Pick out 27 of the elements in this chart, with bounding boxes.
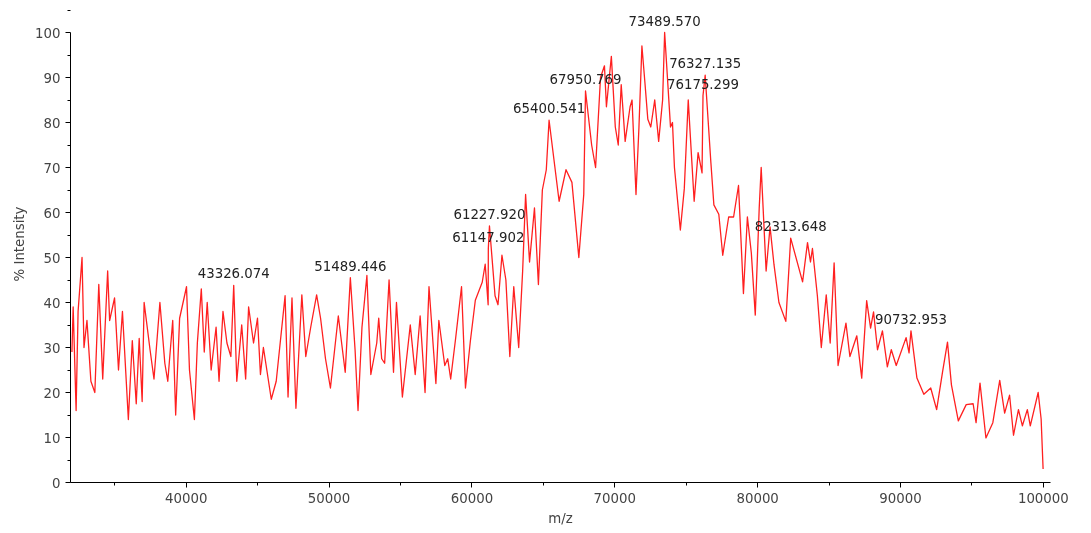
annotation: 43326.074 [197,266,270,282]
annotation: 90732.953 [874,311,948,327]
line-series [71,31,1044,470]
y-tick-label: 60 [43,205,61,221]
x-axis-title: m/z [548,510,573,526]
y-tick-label: 70 [43,160,61,176]
y-tick-label: 30 [43,340,61,356]
annotation: 73489.570 [628,13,701,29]
x-tick-label: 90000 [879,490,922,506]
annotation: 76327.135 [669,56,742,72]
y-tick-label: 0 [52,475,61,491]
x-tick-label: 50000 [307,490,351,506]
y-tick-label: 40 [43,295,61,311]
y-tick-label: 50 [43,250,61,266]
y-tick-label: 100 [35,25,61,41]
x-tick-label: 80000 [736,490,779,506]
annotation: 51489.446 [314,258,387,274]
y-tick-label: 80 [43,115,61,131]
x-tick-label: 60000 [450,490,494,506]
annotation: 65400.541 [513,101,586,117]
y-axis-title: % Intensity [12,206,28,282]
x-tick-label: 70000 [593,490,636,506]
y-tick-label: 10 [43,430,61,446]
x-tick-label: 100000 [1017,490,1069,506]
x-tick-label: 40000 [165,490,208,506]
y-tick-label: 90 [43,70,61,86]
y-tick-label: 20 [43,385,61,401]
